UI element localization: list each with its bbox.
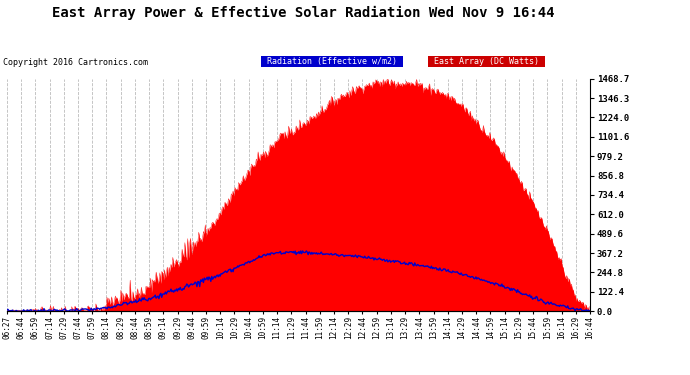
Text: East Array (DC Watts): East Array (DC Watts) [429,57,544,66]
Text: Radiation (Effective w/m2): Radiation (Effective w/m2) [262,57,402,66]
Text: Copyright 2016 Cartronics.com: Copyright 2016 Cartronics.com [3,58,148,67]
Text: East Array Power & Effective Solar Radiation Wed Nov 9 16:44: East Array Power & Effective Solar Radia… [52,6,555,20]
